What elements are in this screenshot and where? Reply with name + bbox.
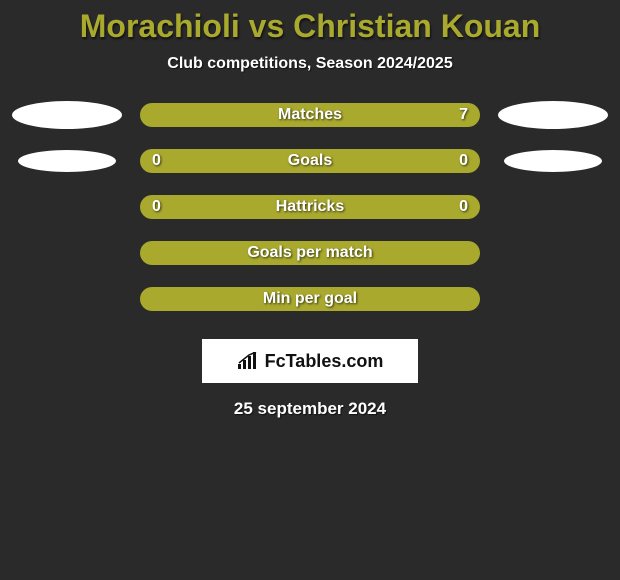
stat-bar: Min per goal xyxy=(140,287,480,311)
stat-right-value: 0 xyxy=(459,198,468,216)
stat-row: Matches 7 xyxy=(10,103,610,127)
stat-bar: 0 Hattricks 0 xyxy=(140,195,480,219)
right-ellipse xyxy=(498,101,608,129)
right-ellipse xyxy=(498,150,608,172)
page-title: Morachioli vs Christian Kouan xyxy=(0,0,620,45)
stat-bar: 0 Goals 0 xyxy=(140,149,480,173)
stat-left-value: 0 xyxy=(152,152,161,170)
stat-rows: Matches 7 0 Goals 0 0 Hattricks 0 Goals per matc… xyxy=(0,103,620,311)
subtitle: Club competitions, Season 2024/2025 xyxy=(0,55,620,73)
stat-row: 0 Goals 0 xyxy=(10,149,610,173)
stat-label: Hattricks xyxy=(276,198,344,216)
logo-box: FcTables.com xyxy=(202,339,418,383)
logo: FcTables.com xyxy=(237,351,384,372)
left-spacer xyxy=(12,207,122,208)
stat-label: Goals xyxy=(288,152,332,170)
stat-bar: Matches 7 xyxy=(140,103,480,127)
stat-row: 0 Hattricks 0 xyxy=(10,195,610,219)
stat-row: Min per goal xyxy=(10,287,610,311)
stat-right-value: 7 xyxy=(459,106,468,124)
stat-label: Min per goal xyxy=(263,290,357,308)
stat-row: Goals per match xyxy=(10,241,610,265)
left-ellipse xyxy=(12,150,122,172)
left-spacer xyxy=(12,253,122,254)
right-spacer xyxy=(498,253,608,254)
left-ellipse xyxy=(12,101,122,129)
stat-label: Goals per match xyxy=(247,244,372,262)
chart-icon xyxy=(237,352,259,370)
stat-right-value: 0 xyxy=(459,152,468,170)
left-spacer xyxy=(12,299,122,300)
right-spacer xyxy=(498,299,608,300)
right-spacer xyxy=(498,207,608,208)
stat-left-value: 0 xyxy=(152,198,161,216)
stat-label: Matches xyxy=(278,106,342,124)
logo-text: FcTables.com xyxy=(265,351,384,372)
stat-bar: Goals per match xyxy=(140,241,480,265)
date-line: 25 september 2024 xyxy=(0,399,620,419)
